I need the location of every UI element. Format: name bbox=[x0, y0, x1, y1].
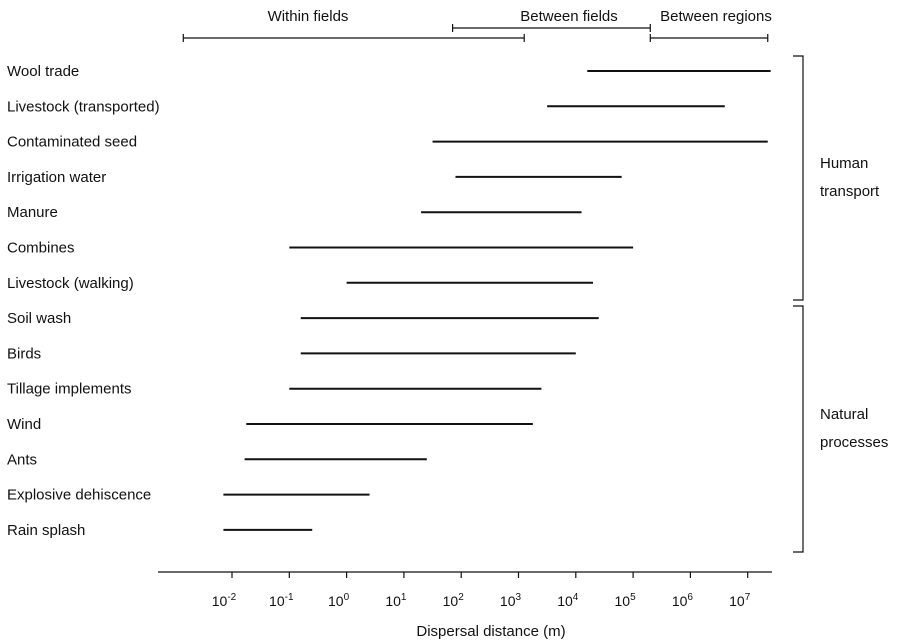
x-axis: 10-2 10-1 100 101 102 103 104 105 106 107 bbox=[158, 571, 772, 609]
category-label-explosive-dehiscence: Explosive dehiscence bbox=[7, 487, 151, 504]
category-label-tillage-implements: Tillage implements bbox=[7, 381, 132, 398]
scale-range-within-fields bbox=[182, 34, 525, 42]
category-label-irrigation-water: Irrigation water bbox=[7, 169, 106, 186]
category-label-soil-wash: Soil wash bbox=[7, 310, 71, 327]
group-bracket bbox=[793, 305, 804, 553]
x-tick-label: 104 bbox=[557, 592, 579, 609]
x-tick-label: 107 bbox=[729, 592, 751, 609]
x-tick-label: 100 bbox=[328, 592, 350, 609]
scale-range-between-regions bbox=[649, 34, 769, 42]
category-label-livestock-transported: Livestock (transported) bbox=[7, 98, 160, 115]
scale-range-between-fields bbox=[452, 24, 651, 32]
group-label-line: Natural bbox=[820, 406, 868, 423]
category-labels: Wool trade Livestock (transported) Contami… bbox=[7, 63, 160, 539]
x-tick-label: 102 bbox=[443, 592, 465, 609]
category-label-livestock-walking: Livestock (walking) bbox=[7, 275, 134, 292]
category-label-wool-trade: Wool trade bbox=[7, 63, 79, 80]
category-label-ants: Ants bbox=[7, 451, 37, 468]
scale-label-within-fields: Within fields bbox=[268, 8, 349, 25]
category-label-birds: Birds bbox=[7, 345, 41, 362]
group-label-line: Human bbox=[820, 155, 868, 172]
group-bracket bbox=[793, 55, 804, 301]
range-bars bbox=[223, 70, 771, 531]
x-tick-label: 10-1 bbox=[269, 592, 294, 609]
x-tick-label: 103 bbox=[500, 592, 522, 609]
group-label-line: transport bbox=[820, 183, 880, 200]
scale-label-between-fields: Between fields bbox=[520, 8, 618, 25]
scale-label-between-regions: Between regions bbox=[660, 8, 772, 25]
category-label-rain-splash: Rain splash bbox=[7, 522, 85, 539]
x-tick-label: 105 bbox=[615, 592, 637, 609]
category-label-manure: Manure bbox=[7, 204, 58, 221]
group-natural-processes: Natural processes bbox=[793, 305, 888, 553]
x-axis-label: Dispersal distance (m) bbox=[416, 623, 565, 640]
x-tick-label: 101 bbox=[385, 592, 407, 609]
category-label-wind: Wind bbox=[7, 416, 41, 433]
category-label-combines: Combines bbox=[7, 240, 75, 257]
x-tick-label: 106 bbox=[672, 592, 694, 609]
group-brackets: Human transport Natural processes bbox=[793, 55, 888, 553]
group-human-transport: Human transport bbox=[793, 55, 880, 301]
group-label-line: processes bbox=[820, 434, 888, 451]
x-tick-label: 10-2 bbox=[212, 592, 237, 609]
scale-ranges: Within fields Between fields Between regio… bbox=[182, 8, 772, 42]
category-label-contaminated-seed: Contaminated seed bbox=[7, 134, 137, 151]
